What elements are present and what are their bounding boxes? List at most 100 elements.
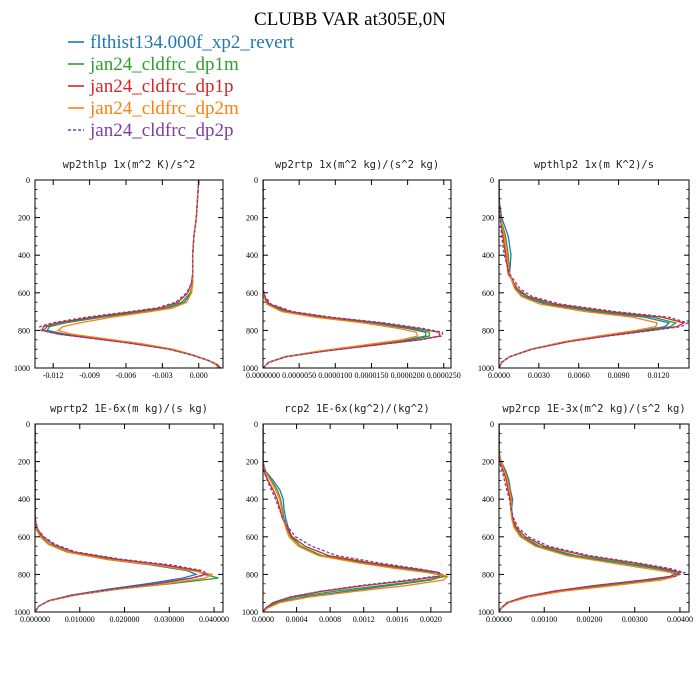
y-tick-label: 1000 — [478, 608, 494, 617]
legend-label: jan24_cldfrc_dp1p — [89, 76, 234, 97]
panel-series-group — [499, 424, 687, 612]
y-tick-label: 1000 — [14, 608, 30, 617]
legend-entry: jan24_cldfrc_dp1p — [68, 76, 234, 97]
y-tick-label: 800 — [482, 570, 494, 579]
y-tick-label: 200 — [18, 458, 30, 467]
x-tick-label: -0.006 — [116, 371, 137, 380]
panel-series-group — [35, 424, 219, 612]
x-tick-label: 0.00000 — [486, 615, 512, 624]
y-tick-label: 400 — [246, 251, 258, 260]
x-tick-label: 0.0012 — [353, 615, 375, 624]
chart-panel: wp2rtp 1x(m^2 kg)/(s^2 kg) 0 200 400 600 800 1… — [242, 159, 461, 380]
y-tick-label: 0 — [254, 176, 258, 185]
x-tick-label: 0.0000100 — [318, 371, 352, 380]
legend-label: jan24_cldfrc_dp2m — [89, 98, 239, 119]
y-tick-label: 200 — [18, 214, 30, 223]
x-tick-label: 0.00200 — [576, 615, 602, 624]
y-tick-label: 200 — [482, 458, 494, 467]
series-line — [263, 180, 443, 368]
chart-panel: wprtp2 1E-6x(m kg)/(s kg) 0 200 400 600 800 10… — [14, 403, 229, 624]
panel-series-group — [263, 180, 443, 368]
series-line — [39, 180, 222, 368]
series-line — [263, 424, 441, 612]
x-tick-label: 0.0000 — [252, 615, 274, 624]
series-line — [499, 424, 682, 612]
y-tick-label: 0 — [490, 420, 494, 429]
legend-label: jan24_cldfrc_dp1m — [89, 54, 239, 75]
y-tick-label: 1000 — [14, 364, 30, 373]
y-tick-label: 0 — [26, 176, 30, 185]
y-tick-label: 800 — [482, 326, 494, 335]
x-tick-label: 0.030000 — [154, 615, 184, 624]
x-tick-label: 0.0090 — [608, 371, 630, 380]
figure-title: CLUBB VAR at305E,0N — [254, 9, 446, 30]
legend-entry: jan24_cldfrc_dp2m — [68, 98, 239, 119]
panel-title: wp2thlp 1x(m^2 K)/s^2 — [63, 159, 196, 171]
y-tick-label: 800 — [18, 570, 30, 579]
chart-panel: rcp2 1E-6x(kg^2)/(kg^2) 0 200 400 600 800 1000… — [242, 403, 452, 624]
series-line — [263, 180, 419, 368]
y-tick-label: 0 — [254, 420, 258, 429]
x-tick-label: 0.0016 — [386, 615, 408, 624]
chart-panel: wp2rcp 1E-3x(m^2 kg)/(s^2 kg) 0 200 400 600 8… — [478, 403, 693, 624]
x-tick-label: 0.0060 — [568, 371, 590, 380]
x-tick-label: 0.00300 — [622, 615, 648, 624]
series-line — [499, 424, 687, 612]
x-tick-label: 0.0000 — [488, 371, 510, 380]
y-tick-label: 600 — [18, 533, 30, 542]
series-line — [263, 424, 450, 612]
x-tick-label: 0.040000 — [199, 615, 229, 624]
y-tick-label: 600 — [482, 533, 494, 542]
legend-entry: jan24_cldfrc_dp2p — [68, 120, 234, 141]
y-tick-label: 400 — [482, 251, 494, 260]
legend-entry: flthist134.000f_xp2_revert — [68, 32, 295, 53]
legend-entry: jan24_cldfrc_dp1m — [68, 54, 239, 75]
y-tick-label: 0 — [26, 420, 30, 429]
series-line — [263, 424, 440, 612]
panel-series-group — [263, 424, 450, 612]
series-line — [499, 180, 689, 368]
x-tick-label: 0.0120 — [647, 371, 669, 380]
x-tick-label: 0.0008 — [319, 615, 341, 624]
y-tick-label: 600 — [482, 289, 494, 298]
panel-title: wprtp2 1E-6x(m kg)/(s kg) — [50, 403, 208, 415]
y-tick-label: 1000 — [242, 364, 258, 373]
panel-title: rcp2 1E-6x(kg^2)/(kg^2) — [284, 403, 429, 415]
x-tick-label: 0.00400 — [667, 615, 693, 624]
x-tick-label: -0.003 — [152, 371, 173, 380]
x-tick-label: 0.00100 — [531, 615, 557, 624]
chart-panel: wp2thlp 1x(m^2 K)/s^2 0 200 400 600 800 1000 -0… — [14, 159, 224, 380]
x-tick-label: 0.0030 — [528, 371, 550, 380]
y-tick-label: 600 — [246, 533, 258, 542]
y-tick-label: 0 — [490, 176, 494, 185]
x-tick-label: 0.0000200 — [391, 371, 425, 380]
chart-panel: wpthlp2 1x(m K^2)/s020040060080010000.00… — [478, 159, 690, 380]
y-tick-label: 400 — [18, 251, 30, 260]
series-line — [35, 424, 209, 612]
x-tick-label: -0.012 — [43, 371, 64, 380]
x-tick-label: 0.000000 — [20, 615, 50, 624]
x-tick-label: 0.0000250 — [427, 371, 461, 380]
x-tick-label: 0.0000000 — [246, 371, 280, 380]
y-tick-label: 200 — [482, 214, 494, 223]
y-tick-label: 200 — [246, 458, 258, 467]
y-tick-label: 400 — [482, 495, 494, 504]
panel-title: wp2rtp 1x(m^2 kg)/(s^2 kg) — [275, 159, 439, 171]
chart-panels: wp2thlp 1x(m^2 K)/s^2 0 200 400 600 800 1000 -0… — [14, 159, 693, 624]
legend: flthist134.000f_xp2_revertjan24_cldfrc_d… — [68, 32, 295, 141]
x-tick-label: 0.0000150 — [354, 371, 388, 380]
x-tick-label: 0.0004 — [286, 615, 308, 624]
y-tick-label: 1000 — [478, 364, 494, 373]
x-tick-label: 0.020000 — [110, 615, 140, 624]
x-tick-label: 0.010000 — [65, 615, 95, 624]
x-tick-label: -0.009 — [79, 371, 100, 380]
x-tick-label: 0.0020 — [420, 615, 442, 624]
y-tick-label: 1000 — [242, 608, 258, 617]
y-tick-label: 200 — [246, 214, 258, 223]
y-tick-label: 400 — [18, 495, 30, 504]
y-tick-label: 800 — [18, 326, 30, 335]
y-tick-label: 800 — [246, 570, 258, 579]
series-line — [56, 180, 219, 368]
